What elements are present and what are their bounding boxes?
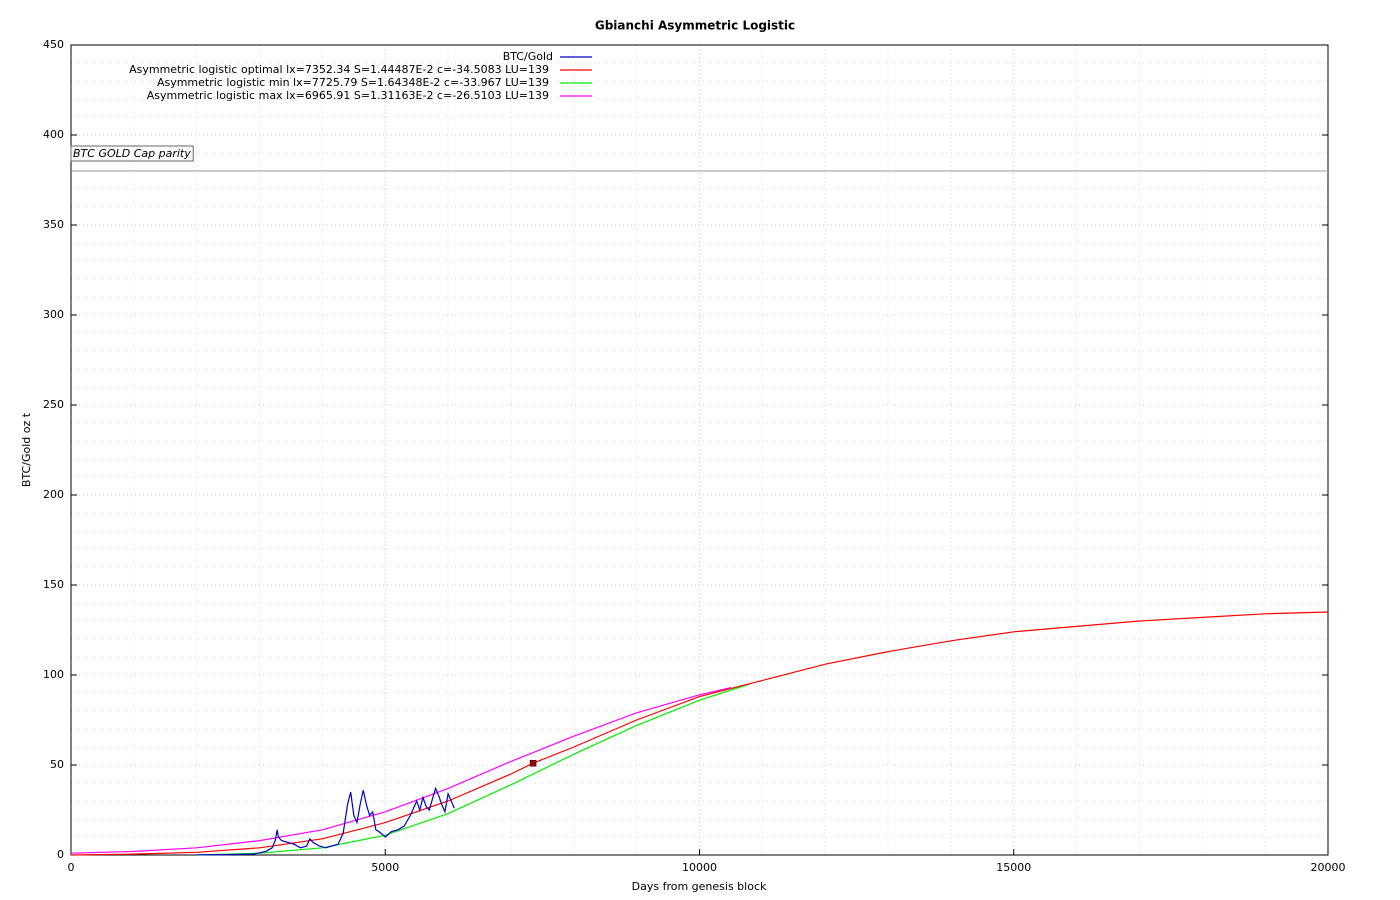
data-line: [196, 786, 455, 856]
plot-frame: [70, 44, 1329, 856]
x-tick-label: 5000: [371, 861, 399, 874]
chart-title: Gbianchi Asymmetric Logistic: [595, 19, 795, 33]
legend-label: Asymmetric logistic optimal lx=7352.34 S…: [129, 63, 549, 76]
y-tick-label: 200: [43, 488, 64, 501]
y-tick-label: 0: [57, 848, 64, 861]
y-tick-label: 150: [43, 578, 64, 591]
y-tick-label: 450: [43, 38, 64, 51]
legend-label: BTC/Gold: [503, 50, 553, 63]
legend-label: Asymmetric logistic min lx=7725.79 S=1.6…: [157, 76, 549, 89]
x-tick-label: 0: [68, 861, 75, 874]
y-axis-label: BTC/Gold oz t: [20, 412, 33, 487]
y-tick-label: 300: [43, 308, 64, 321]
annotation-box: [70, 145, 194, 162]
x-tick-label: 10000: [682, 861, 717, 874]
legend-label: Asymmetric logistic max lx=6965.91 S=1.3…: [147, 89, 549, 102]
x-axis-label: Days from genesis block: [632, 880, 767, 893]
data-point: [529, 759, 537, 767]
y-tick-label: 50: [50, 758, 64, 771]
y-tick-label: 400: [43, 128, 64, 141]
x-tick-label: 15000: [996, 861, 1031, 874]
y-tick-label: 350: [43, 218, 64, 231]
y-tick-label: 100: [43, 668, 64, 681]
data-line: [196, 683, 750, 856]
annotation-text: BTC GOLD Cap parity: [73, 147, 191, 160]
x-tick-label: 20000: [1311, 861, 1346, 874]
y-tick-label: 250: [43, 398, 64, 411]
